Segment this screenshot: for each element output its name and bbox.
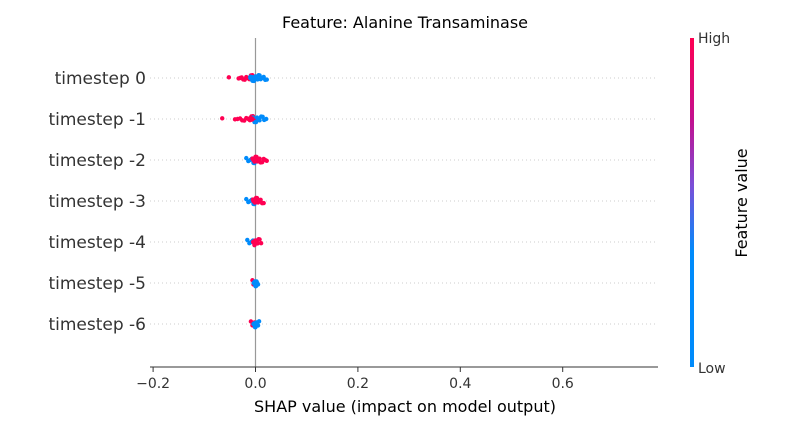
- data-point: [226, 75, 232, 80]
- x-tick-label: 0.6: [552, 376, 574, 392]
- data-point: [220, 116, 225, 121]
- point-density-core: [250, 239, 259, 245]
- colorbar: [690, 38, 694, 367]
- point-density-core: [251, 321, 260, 327]
- chart-title: Feature: Alanine Transaminase: [282, 13, 528, 32]
- data-point: [258, 197, 263, 202]
- y-tick-label: timestep -5: [48, 274, 146, 294]
- x-tick-label: 0.4: [449, 376, 471, 392]
- x-axis-label: SHAP value (impact on model output): [254, 397, 556, 416]
- y-axis-labels: timestep 0 timestep -1 timestep -2 timestep…: [48, 69, 146, 335]
- data-point: [258, 240, 264, 246]
- data-points: [220, 73, 269, 330]
- point-density-core: [252, 157, 261, 163]
- data-point: [261, 200, 266, 206]
- colorbar-low-label: Low: [698, 361, 726, 377]
- data-point: [253, 119, 259, 125]
- point-density-core: [246, 116, 255, 122]
- x-axis-ticks: −0.2 0.0 0.2 0.4 0.6: [136, 367, 574, 392]
- data-point: [257, 237, 262, 242]
- data-point: [264, 116, 269, 122]
- x-tick-label: 0.0: [244, 376, 266, 392]
- y-tick-label: timestep -1: [48, 110, 146, 130]
- colorbar-title: Feature value: [732, 148, 751, 257]
- data-point: [264, 77, 269, 82]
- y-tick-label: timestep -4: [48, 233, 146, 253]
- data-point: [257, 118, 262, 123]
- point-density-core: [251, 280, 260, 286]
- y-tick-label: timestep -6: [48, 315, 146, 335]
- point-density-core: [248, 75, 257, 81]
- y-tick-label: timestep -2: [48, 151, 146, 171]
- x-tick-label: −0.2: [136, 376, 170, 392]
- point-density-core: [251, 198, 260, 204]
- x-tick-label: 0.2: [347, 376, 369, 392]
- row-guides: [150, 77, 658, 325]
- y-tick-label: timestep -3: [48, 192, 146, 212]
- colorbar-high-label: High: [698, 31, 730, 47]
- y-tick-label: timestep 0: [55, 69, 146, 89]
- data-point: [264, 158, 269, 163]
- data-point: [245, 237, 250, 243]
